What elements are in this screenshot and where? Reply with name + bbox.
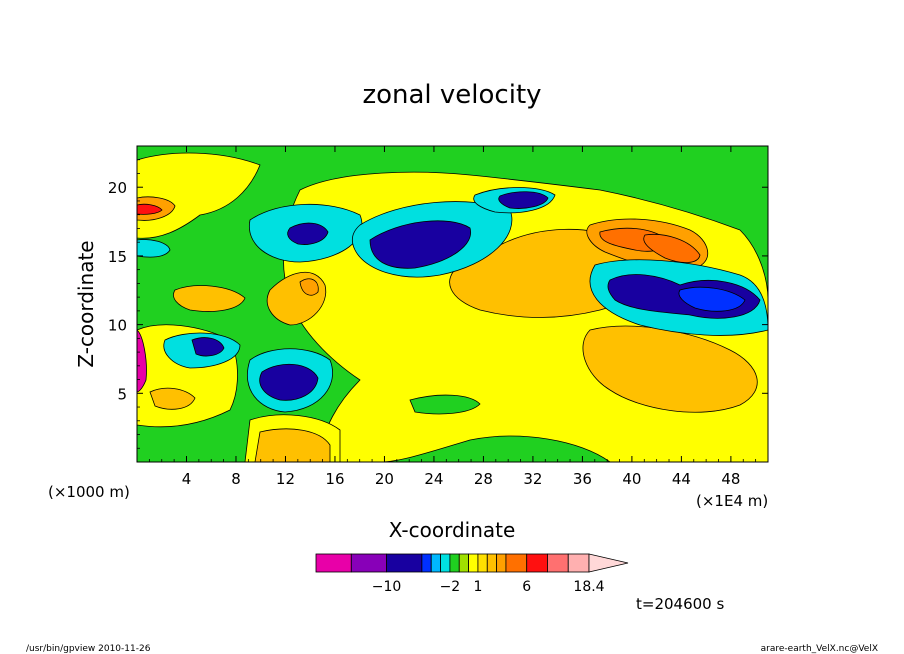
x-tick-label: 20 [375, 470, 394, 488]
x-unit-left: (×1000 m) [48, 483, 130, 501]
colorbar-swatch [526, 553, 548, 573]
y-tick-label: 20 [108, 179, 127, 197]
contour-blue-top [498, 191, 549, 209]
colorbar-tick-label: 6 [522, 579, 531, 595]
contour-red-left [137, 203, 163, 215]
contour-blue-mid [369, 220, 472, 269]
time-label: t=204600 s [636, 595, 724, 613]
x-tick-label: 44 [672, 470, 691, 488]
colorbar-swatch [386, 553, 423, 573]
contour-magenta-edge [137, 329, 147, 393]
x-tick-label: 8 [231, 470, 241, 488]
colorbar-swatch [547, 553, 569, 573]
x-tick-label: 4 [182, 470, 192, 488]
colorbar-swatch [315, 553, 352, 573]
contour-yellow-left [137, 152, 261, 239]
contour-orange-left-low [149, 387, 196, 410]
y-tick-label: 5 [117, 385, 127, 403]
colorbar-swatch [496, 553, 507, 573]
x-tick-label: 28 [474, 470, 493, 488]
footer-left: /usr/bin/gpview 2010-11-26 [26, 644, 151, 654]
colorbar-swatch [421, 553, 432, 573]
x-tick-label: 16 [325, 470, 344, 488]
contour-green-strip [409, 394, 481, 415]
colorbar-tick-label: −2 [440, 579, 461, 595]
x-unit-right: (×1E4 m) [696, 492, 768, 510]
colorbar-tick-label: 1 [473, 579, 482, 595]
x-axis-label: X-coordinate [389, 518, 516, 542]
y-tick-label: 15 [108, 248, 127, 266]
contour-blue-low [259, 363, 319, 401]
colorbar-extend-arrow [588, 553, 629, 573]
contour-orange-bottom [254, 428, 331, 462]
x-tick-label: 40 [622, 470, 641, 488]
colorbar: −10 −2 1 6 18.4 [315, 553, 629, 595]
colorbar-swatch [477, 553, 488, 573]
contour-blue-upper [287, 222, 329, 245]
contour-orange-core2 [643, 234, 701, 263]
colorbar-swatch [350, 553, 387, 573]
colorbar-swatch [458, 553, 469, 573]
colorbar-swatch [567, 553, 590, 573]
contour-orange-left-mid [173, 285, 246, 312]
colorbar-swatch [440, 553, 451, 573]
contour-field [137, 146, 768, 462]
contour-orange-blob2 [299, 278, 319, 296]
contour-cyan-left2 [137, 239, 171, 258]
colorbar-tick-label: −10 [372, 579, 402, 595]
colorbar-swatch [505, 553, 528, 573]
colorbar-swatch [449, 553, 460, 573]
contour-blue-core [678, 286, 746, 312]
colorbar-swatch [486, 553, 498, 573]
x-tick-label: 48 [721, 470, 740, 488]
y-axis: 5 10 15 20 [108, 159, 768, 449]
contour-blue-left [191, 337, 225, 357]
x-tick-label: 36 [573, 470, 592, 488]
colorbar-swatch [430, 553, 441, 573]
plot-frame [136, 145, 769, 463]
x-tick-label: 32 [523, 470, 542, 488]
y-tick-label: 10 [108, 317, 127, 335]
colorbar-swatch [468, 553, 479, 573]
x-tick-label: 24 [424, 470, 443, 488]
y-axis-label: Z-coordinate [74, 240, 98, 367]
colorbar-tick-label: 18.4 [573, 579, 604, 595]
footer-right: arare-earth_VelX.nc@VelX [761, 644, 878, 654]
x-tick-label: 12 [276, 470, 295, 488]
chart-title: zonal velocity [362, 80, 541, 110]
x-axis: 4 8 12 16 20 24 28 32 36 40 44 48 [148, 146, 757, 488]
